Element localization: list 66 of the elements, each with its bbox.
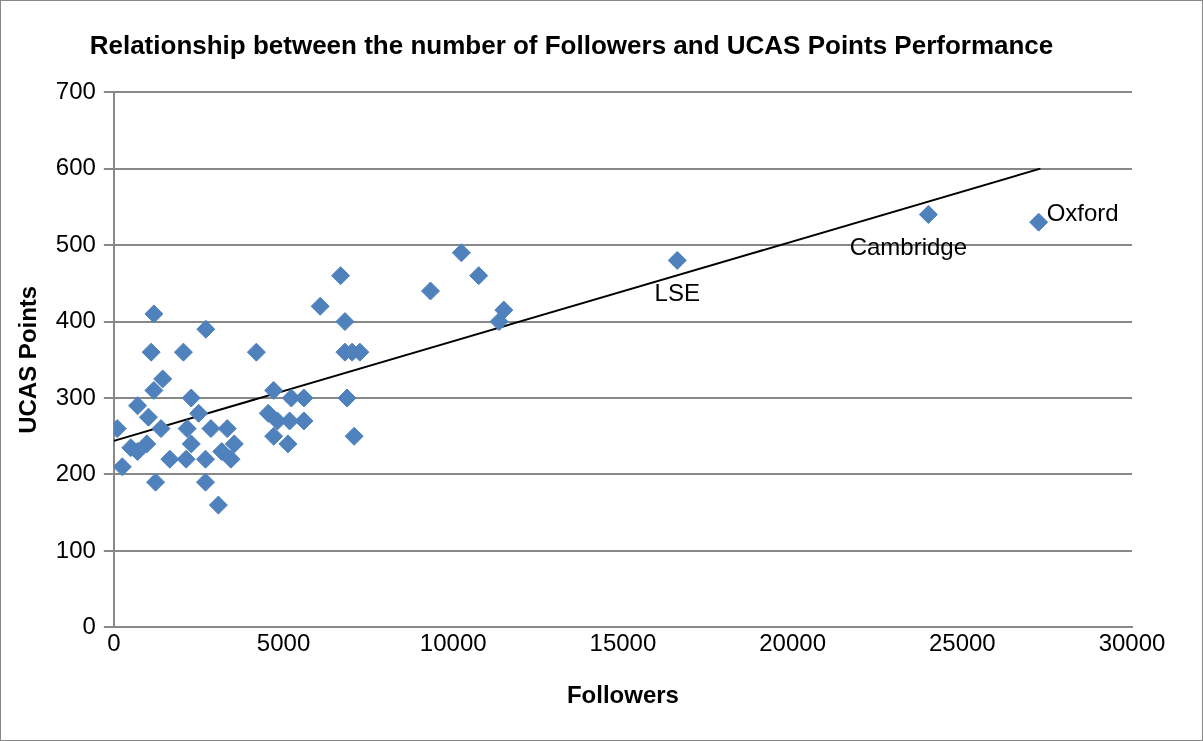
point (173, 342, 193, 362)
x-tick-label: 5000 (256, 629, 311, 657)
point (181, 388, 201, 408)
point (144, 380, 164, 400)
point (195, 449, 215, 469)
point (420, 281, 440, 301)
point (144, 304, 164, 324)
point (146, 472, 166, 492)
point (344, 426, 364, 446)
y-tick-label: 400 (55, 306, 96, 334)
point (278, 434, 298, 454)
point (335, 312, 355, 332)
point (667, 250, 687, 270)
x-tick-label: 25000 (928, 629, 996, 657)
chart-title: Relationship between the number of Followers and UCAS Points Performance (89, 29, 1054, 60)
point (141, 342, 161, 362)
point (195, 472, 215, 492)
y-tick-label: 0 (82, 612, 96, 640)
point (151, 419, 171, 439)
point (294, 388, 314, 408)
point (201, 419, 221, 439)
point (294, 411, 314, 431)
point (189, 403, 209, 423)
x-tick-label: 15000 (589, 629, 657, 657)
point (177, 419, 197, 439)
point (153, 369, 173, 389)
y-tick-label: 300 (55, 382, 96, 410)
y-tick-label: 200 (55, 459, 96, 487)
point (128, 396, 148, 416)
point (221, 449, 241, 469)
x-tick-label: 30000 (1098, 629, 1166, 657)
point (113, 457, 132, 477)
point (208, 495, 228, 515)
annotation: LSE (654, 279, 700, 307)
y-tick-label: 600 (55, 153, 96, 181)
point (337, 388, 357, 408)
point (264, 426, 284, 446)
x-tick-label: 20000 (759, 629, 826, 657)
point (181, 434, 201, 454)
y-axis-title: UCAS Points (14, 285, 42, 434)
point (281, 388, 301, 408)
point (217, 419, 237, 439)
point (469, 266, 489, 286)
point (138, 407, 158, 427)
annotation: Oxford (1046, 198, 1119, 226)
point (224, 434, 244, 454)
x-tick-label: 10000 (419, 629, 487, 657)
x-axis-title: Followers (566, 681, 679, 709)
point (310, 296, 330, 316)
point (137, 434, 157, 454)
point (918, 205, 938, 225)
point (246, 342, 266, 362)
point (1029, 212, 1049, 232)
point (489, 312, 509, 332)
point (160, 449, 180, 469)
y-tick-label: 100 (55, 535, 96, 563)
annotation: Cambridge (849, 233, 968, 261)
y-tick-label: 700 (55, 76, 96, 104)
point (451, 243, 471, 263)
point (331, 266, 351, 286)
point (196, 319, 216, 339)
point (176, 449, 196, 469)
point (264, 380, 284, 400)
point (280, 411, 300, 431)
y-tick-label: 500 (55, 229, 96, 257)
x-tick-label: 0 (107, 629, 121, 657)
